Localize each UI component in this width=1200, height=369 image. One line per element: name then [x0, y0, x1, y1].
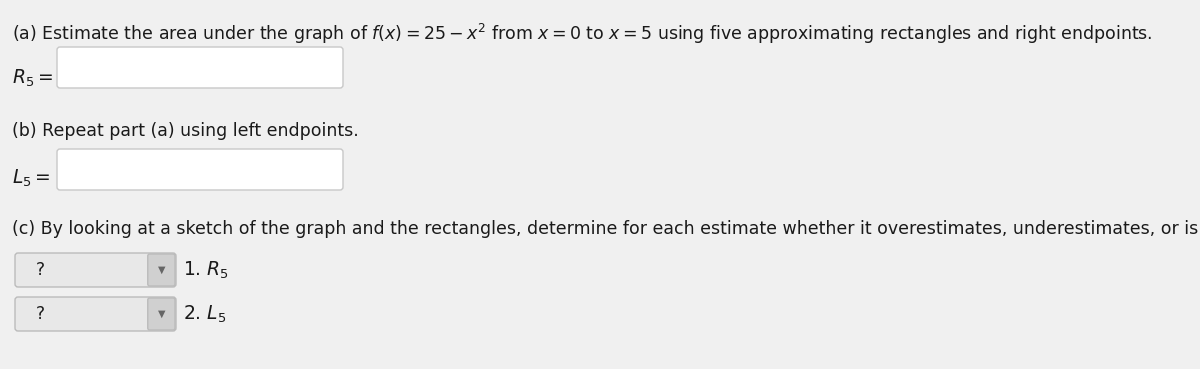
Text: 1. $R_5$: 1. $R_5$	[182, 259, 229, 281]
Text: $L_5 =$: $L_5 =$	[12, 168, 50, 189]
Text: $R_5 =$: $R_5 =$	[12, 68, 53, 89]
FancyBboxPatch shape	[14, 253, 176, 287]
Text: ?: ?	[36, 305, 46, 323]
Text: ▼: ▼	[157, 309, 166, 319]
Text: ▼: ▼	[157, 265, 166, 275]
Text: (c) By looking at a sketch of the graph and the rectangles, determine for each e: (c) By looking at a sketch of the graph …	[12, 220, 1200, 238]
Text: (b) Repeat part (a) using left endpoints.: (b) Repeat part (a) using left endpoints…	[12, 122, 359, 140]
Text: ?: ?	[36, 261, 46, 279]
FancyBboxPatch shape	[148, 254, 175, 286]
FancyBboxPatch shape	[14, 297, 176, 331]
FancyBboxPatch shape	[58, 149, 343, 190]
FancyBboxPatch shape	[148, 298, 175, 330]
FancyBboxPatch shape	[58, 47, 343, 88]
Text: (a) Estimate the area under the graph of $f(x) = 25 - x^2$ from $x = 0$ to $x = : (a) Estimate the area under the graph of…	[12, 22, 1152, 46]
Text: 2. $L_5$: 2. $L_5$	[182, 303, 227, 325]
